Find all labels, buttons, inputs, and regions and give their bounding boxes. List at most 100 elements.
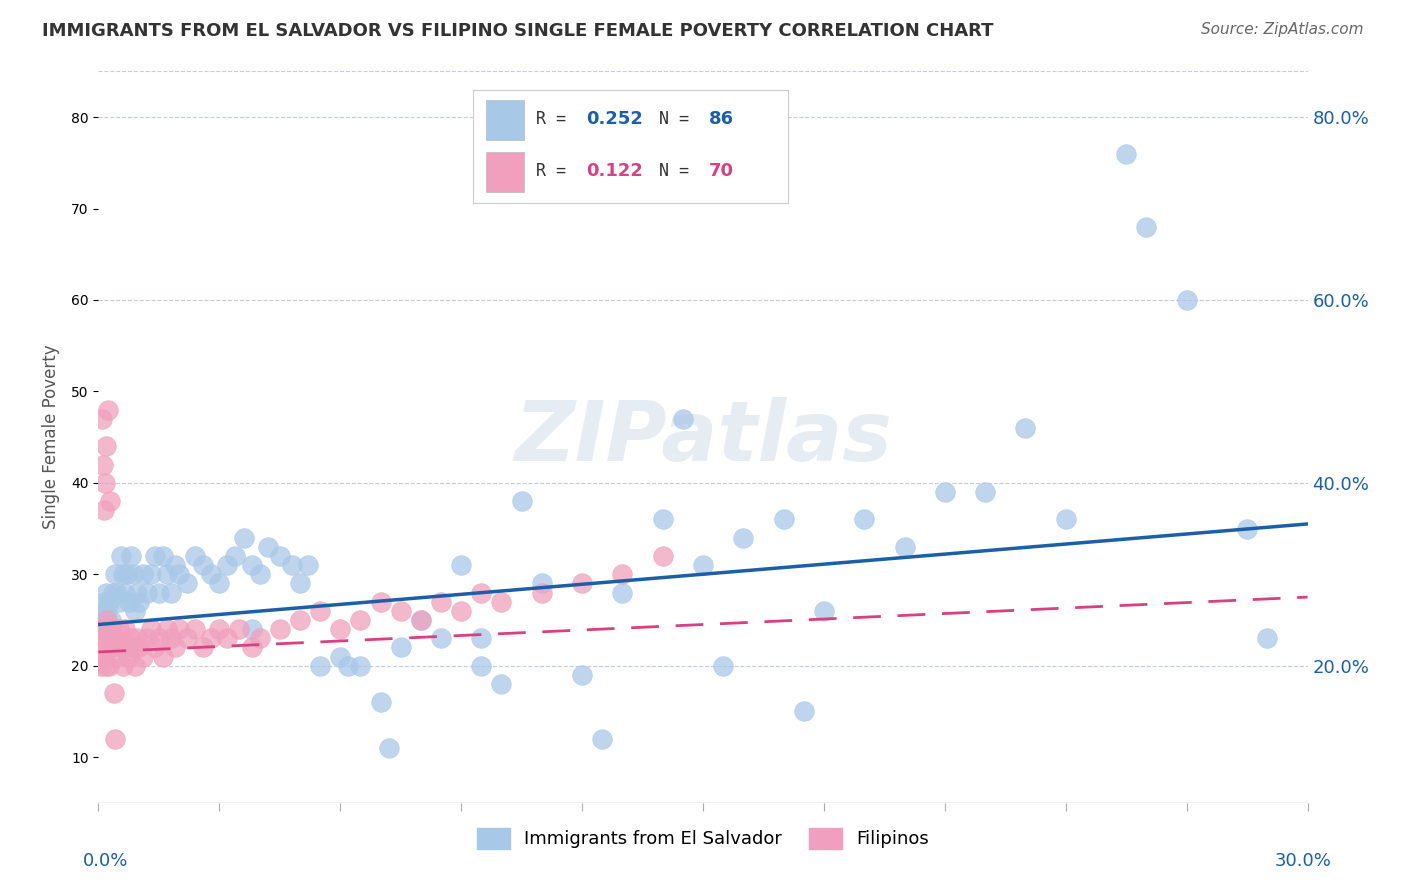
Point [329,622,352,636]
Point [288,613,311,627]
Point [152,649,174,664]
Point [101,585,124,599]
Point [297,558,319,573]
Point [100,622,122,636]
Point [124,658,146,673]
Point [120,632,142,646]
Point [135,632,157,646]
Point [409,613,432,627]
Point [389,640,412,655]
Point [103,686,125,700]
Point [571,576,593,591]
Point [94,622,117,636]
Point [772,512,794,526]
Point [91,604,114,618]
Point [139,567,162,582]
Point [176,576,198,591]
Point [93,503,115,517]
Point [224,549,246,563]
Point [132,649,155,664]
Point [193,558,215,573]
Point [672,412,695,426]
Point [249,632,271,646]
Point [430,594,453,608]
Point [115,640,138,655]
Point [120,549,142,563]
Point [1135,219,1157,234]
Point [148,585,170,599]
Point [491,677,513,691]
Point [470,632,492,646]
Point [269,549,291,563]
Point [91,622,114,636]
Point [97,402,120,417]
Point [200,567,222,582]
Point [103,632,125,646]
Point [430,632,453,646]
Point [93,594,115,608]
Point [377,740,399,755]
Point [389,604,412,618]
Point [139,622,162,636]
Point [853,512,876,526]
Point [148,632,170,646]
Point [115,567,138,582]
Point [163,558,186,573]
Point [152,549,174,563]
Point [89,622,111,636]
Point [491,594,513,608]
Point [125,632,148,646]
Point [450,558,472,573]
Point [91,640,114,655]
Point [101,640,124,655]
Point [111,658,134,673]
Point [256,540,278,554]
Point [91,613,114,627]
Point [470,658,492,673]
Point [510,494,533,508]
Point [309,658,332,673]
Point [128,640,150,655]
Point [349,613,371,627]
Point [193,640,215,655]
Point [176,632,198,646]
Point [121,567,143,582]
Point [104,731,127,746]
Y-axis label: Single Female Poverty: Single Female Poverty [42,345,60,529]
Point [107,594,129,608]
Point [114,585,136,599]
Point [91,458,114,472]
Point [208,576,231,591]
Point [228,622,250,636]
Text: 0.0%: 0.0% [83,852,128,870]
Point [232,531,254,545]
Point [125,585,148,599]
Point [124,604,146,618]
Point [96,604,118,618]
Point [143,640,166,655]
Point [96,585,118,599]
Text: ZIPatlas: ZIPatlas [515,397,891,477]
Point [100,622,122,636]
Point [118,649,141,664]
Point [733,531,755,545]
Point [98,594,121,608]
Point [208,622,231,636]
Point [1115,146,1137,161]
Point [217,632,239,646]
Point [96,658,118,673]
Point [1236,521,1258,535]
Point [249,567,271,582]
Point [156,622,179,636]
Text: Source: ZipAtlas.com: Source: ZipAtlas.com [1201,22,1364,37]
Point [450,604,472,618]
Point [90,658,112,673]
Point [793,705,815,719]
Point [337,658,360,673]
Point [97,622,120,636]
Point [121,640,143,655]
Point [470,585,492,599]
Point [813,604,835,618]
Point [184,549,207,563]
Point [96,613,118,627]
